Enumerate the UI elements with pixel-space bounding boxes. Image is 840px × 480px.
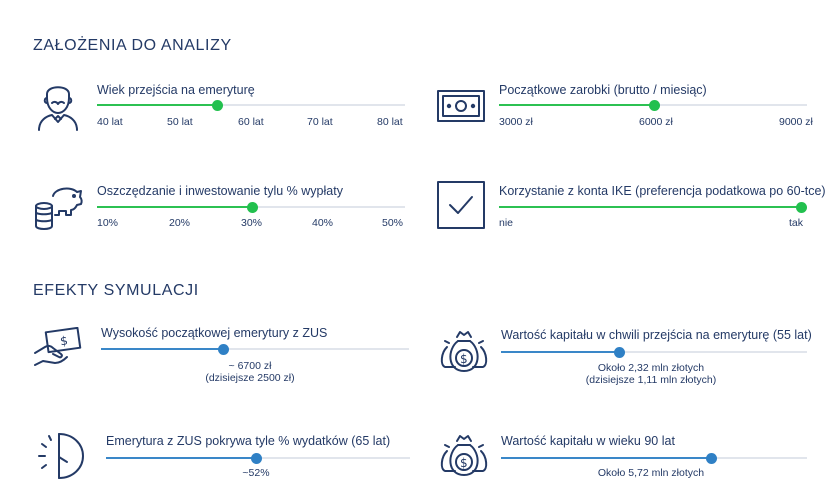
svg-text:$: $	[460, 352, 468, 366]
savings-rate-tick: 40%	[312, 217, 334, 229]
zus-coverage-bar	[106, 452, 410, 464]
savings-rate-slider[interactable]	[97, 201, 405, 213]
initial-salary-slider-fill	[499, 104, 654, 106]
zus-coverage-value: ~52%	[242, 467, 270, 479]
results-section-title: EFEKTY SYMULACJI	[33, 282, 199, 299]
retirement-age-slider-fill	[97, 104, 217, 106]
retirement-age-tick: 50 lat	[167, 116, 193, 128]
zus-coverage-bar-fill	[106, 457, 256, 459]
zus-pension-result: ~ 6700 zł (dzisiejsze 2500 zł)	[170, 360, 330, 384]
savings-rate-slider-handle[interactable]	[246, 201, 258, 213]
capital-at-retirement-bar-marker	[613, 346, 625, 358]
capital-at-90-value: Około 5,72 mln złotych	[597, 467, 705, 479]
zus-coverage-result: ~52%	[216, 467, 296, 479]
savings-rate-slider-fill	[97, 206, 252, 208]
money-bags-icon: $	[437, 329, 491, 373]
capital-at-90-bar	[501, 452, 807, 464]
svg-text:$: $	[460, 456, 468, 470]
capital-at-retirement-result: Około 2,32 mln złotych (dzisiejsze 1,11 …	[571, 362, 731, 386]
zus-pension-bar	[101, 343, 409, 355]
savings-rate-tick: 20%	[169, 217, 191, 229]
ike-account-tick-no: nie	[499, 217, 514, 229]
zus-pension-value-today: (dzisiejsze 2500 zł)	[205, 372, 295, 384]
initial-salary-slider-handle[interactable]	[648, 99, 660, 111]
zus-coverage-label: Emerytura z ZUS pokrywa tyle % wydatków …	[106, 434, 391, 448]
elderly-man-icon	[33, 80, 83, 132]
assumptions-section-title: ZAŁOŻENIA DO ANALIZY	[33, 37, 232, 54]
capital-at-retirement-bar	[501, 346, 807, 358]
ike-account-slider-handle[interactable]	[795, 201, 807, 213]
capital-at-90-label: Wartość kapitału w wieku 90 lat	[501, 434, 675, 448]
capital-at-retirement-label: Wartość kapitału w chwili przejścia na e…	[501, 328, 812, 342]
savings-rate-label: Oszczędzanie i inwestowanie tylu % wypła…	[97, 184, 343, 198]
retirement-age-label: Wiek przejścia na emeryturę	[97, 83, 255, 97]
initial-salary-label: Początkowe zarobki (brutto / miesiąc)	[499, 83, 707, 97]
capital-at-90-bar-marker	[705, 452, 717, 464]
ike-account-slider[interactable]	[499, 201, 807, 213]
zus-pension-bar-marker	[217, 343, 229, 355]
retirement-age-tick: 40 lat	[97, 116, 123, 128]
initial-salary-tick: 6000 zł	[639, 116, 673, 128]
ike-account-slider-fill	[499, 206, 801, 208]
ike-account-label: Korzystanie z konta IKE (preferencja pod…	[499, 184, 826, 198]
retirement-age-slider[interactable]	[97, 99, 405, 111]
capital-at-retirement-value-today: (dzisiejsze 1,11 mln złotych)	[585, 374, 717, 386]
capital-at-90-bar-fill	[501, 457, 711, 459]
retirement-age-tick: 70 lat	[307, 116, 333, 128]
savings-rate-tick: 50%	[382, 217, 404, 229]
initial-salary-slider[interactable]	[499, 99, 807, 111]
half-clock-icon	[35, 432, 87, 480]
money-bags-icon: $	[437, 433, 491, 477]
piggy-bank-coins-icon	[33, 182, 85, 232]
retirement-age-tick: 80 lat	[377, 116, 403, 128]
initial-salary-tick: 9000 zł	[779, 116, 813, 128]
savings-rate-tick: 10%	[97, 217, 119, 229]
zus-coverage-bar-marker	[250, 452, 262, 464]
zus-pension-value: ~ 6700 zł	[228, 360, 272, 372]
retirement-age-slider-handle[interactable]	[211, 99, 223, 111]
zus-pension-label: Wysokość początkowej emerytury z ZUS	[101, 326, 328, 340]
capital-at-retirement-value: Około 2,32 mln złotych	[597, 362, 705, 374]
savings-rate-tick: 30%	[241, 217, 263, 229]
initial-salary-tick: 3000 zł	[499, 116, 533, 128]
retirement-age-tick: 60 lat	[238, 116, 264, 128]
svg-text:$: $	[59, 333, 69, 348]
checkbox-checked-icon[interactable]	[437, 181, 485, 229]
ike-account-tick-yes: tak	[789, 217, 804, 229]
banknote-icon	[437, 90, 485, 122]
hand-with-cash-icon: $	[33, 327, 83, 369]
capital-at-90-result: Około 5,72 mln złotych	[571, 467, 731, 479]
capital-at-retirement-bar-fill	[501, 351, 619, 353]
zus-pension-bar-fill	[101, 348, 223, 350]
